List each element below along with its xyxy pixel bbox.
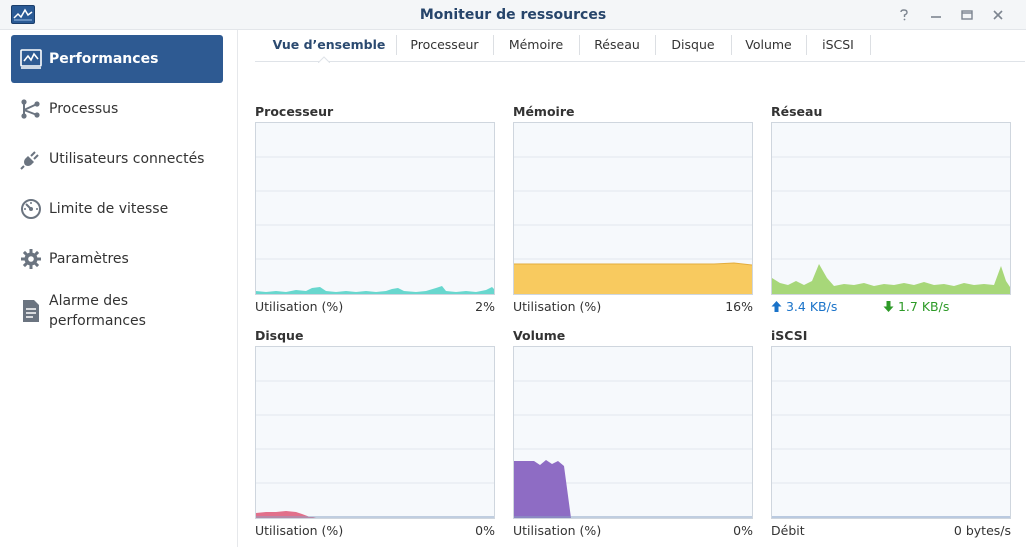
throughput-value: 0 bytes/s: [953, 523, 1011, 538]
panel-title: Réseau: [771, 104, 823, 119]
usage-label: Utilisation (%): [255, 299, 344, 314]
close-icon[interactable]: [989, 6, 1007, 24]
usage-value: 2%: [475, 299, 495, 314]
arrow-down-icon: [883, 299, 898, 314]
usage-label: Utilisation (%): [513, 523, 602, 538]
panel-title: Volume: [513, 328, 566, 343]
tab-bar: Vue d’ensemble Processeur Mémoire Réseau…: [255, 30, 1025, 62]
tab-separator: [806, 35, 807, 55]
sidebar-item-limite-vitesse[interactable]: Limite de vitesse: [11, 185, 223, 233]
resource-monitor-icon: [11, 5, 35, 24]
throughput-label: Débit: [771, 523, 805, 538]
arrow-up-icon: [771, 299, 786, 314]
title-bar: Moniteur de ressources: [0, 0, 1026, 30]
sidebar-item-label: Paramètres: [49, 251, 129, 267]
tab-volume[interactable]: Volume: [745, 36, 792, 52]
sidebar-item-alarme[interactable]: Alarme des performances: [11, 285, 223, 337]
sidebar-item-processus[interactable]: Processus: [11, 85, 223, 133]
disk-graph[interactable]: [255, 346, 495, 519]
memory-graph[interactable]: [513, 122, 753, 295]
panel-title: iSCSI: [771, 328, 808, 343]
panel-title: Disque: [255, 328, 304, 343]
cpu-graph[interactable]: [255, 122, 495, 295]
usage-label: Utilisation (%): [255, 523, 344, 538]
tab-reseau[interactable]: Réseau: [594, 36, 640, 52]
tab-separator: [493, 35, 494, 55]
usage-value: 0%: [733, 523, 753, 538]
active-tab-caret: [318, 56, 330, 63]
download-rate: 1.7 KB/s: [883, 299, 949, 314]
panel-title: Mémoire: [513, 104, 575, 119]
network-graph[interactable]: [771, 122, 1011, 295]
panel-disque: Disque Utilisation (%) 0%: [255, 328, 495, 543]
upload-value: 3.4 KB/s: [785, 299, 838, 314]
sidebar-item-label: Performances: [49, 51, 159, 67]
tab-disque[interactable]: Disque: [671, 36, 715, 52]
tab-separator: [655, 35, 656, 55]
panel-processeur: Processeur Utilisation (%) 2%: [255, 104, 495, 319]
panel-iscsi: iSCSI Débit 0 bytes/s: [771, 328, 1011, 543]
process-nodes-icon: [19, 97, 43, 121]
sidebar-item-parametres[interactable]: Paramètres: [11, 235, 223, 283]
panel-memoire: Mémoire Utilisation (%) 16%: [513, 104, 753, 319]
sidebar-item-label: Utilisateurs connectés: [49, 151, 205, 167]
speedometer-icon: [19, 197, 43, 221]
performance-chart-icon: [19, 47, 43, 71]
iscsi-graph[interactable]: [771, 346, 1011, 519]
help-icon[interactable]: [895, 6, 913, 24]
tab-separator: [731, 35, 732, 55]
report-document-icon: [19, 299, 43, 323]
sidebar-item-utilisateurs[interactable]: Utilisateurs connectés: [11, 135, 223, 183]
upload-rate: 3.4 KB/s: [771, 299, 837, 314]
window-title: Moniteur de ressources: [419, 7, 607, 23]
sidebar-item-label: Alarme des performances: [49, 293, 146, 329]
sidebar-item-label: Limite de vitesse: [49, 201, 169, 217]
gear-icon: [19, 247, 43, 271]
maximize-icon[interactable]: [958, 6, 976, 24]
sidebar-item-label: Processus: [49, 101, 119, 117]
minimize-icon[interactable]: [927, 6, 945, 24]
tab-memoire[interactable]: Mémoire: [508, 36, 564, 52]
tab-processeur[interactable]: Processeur: [410, 36, 479, 52]
plug-icon: [19, 147, 43, 171]
volume-graph[interactable]: [513, 346, 753, 519]
tab-vue-ensemble[interactable]: Vue d’ensemble: [272, 36, 386, 52]
tab-iscsi[interactable]: iSCSI: [822, 36, 854, 52]
usage-value: 0%: [475, 523, 495, 538]
panel-reseau: Réseau 3.4 KB/s 1.7 KB/s: [771, 104, 1011, 319]
panel-volume: Volume Utilisation (%) 0%: [513, 328, 753, 543]
download-value: 1.7 KB/s: [897, 299, 950, 314]
usage-value: 16%: [725, 299, 753, 314]
panel-title: Processeur: [255, 104, 334, 119]
usage-label: Utilisation (%): [513, 299, 602, 314]
tab-separator: [579, 35, 580, 55]
sidebar: Performances Processus Utilisateu: [0, 30, 238, 547]
tab-separator: [870, 35, 871, 55]
tab-separator: [396, 35, 397, 55]
sidebar-item-performances[interactable]: Performances: [11, 35, 223, 83]
